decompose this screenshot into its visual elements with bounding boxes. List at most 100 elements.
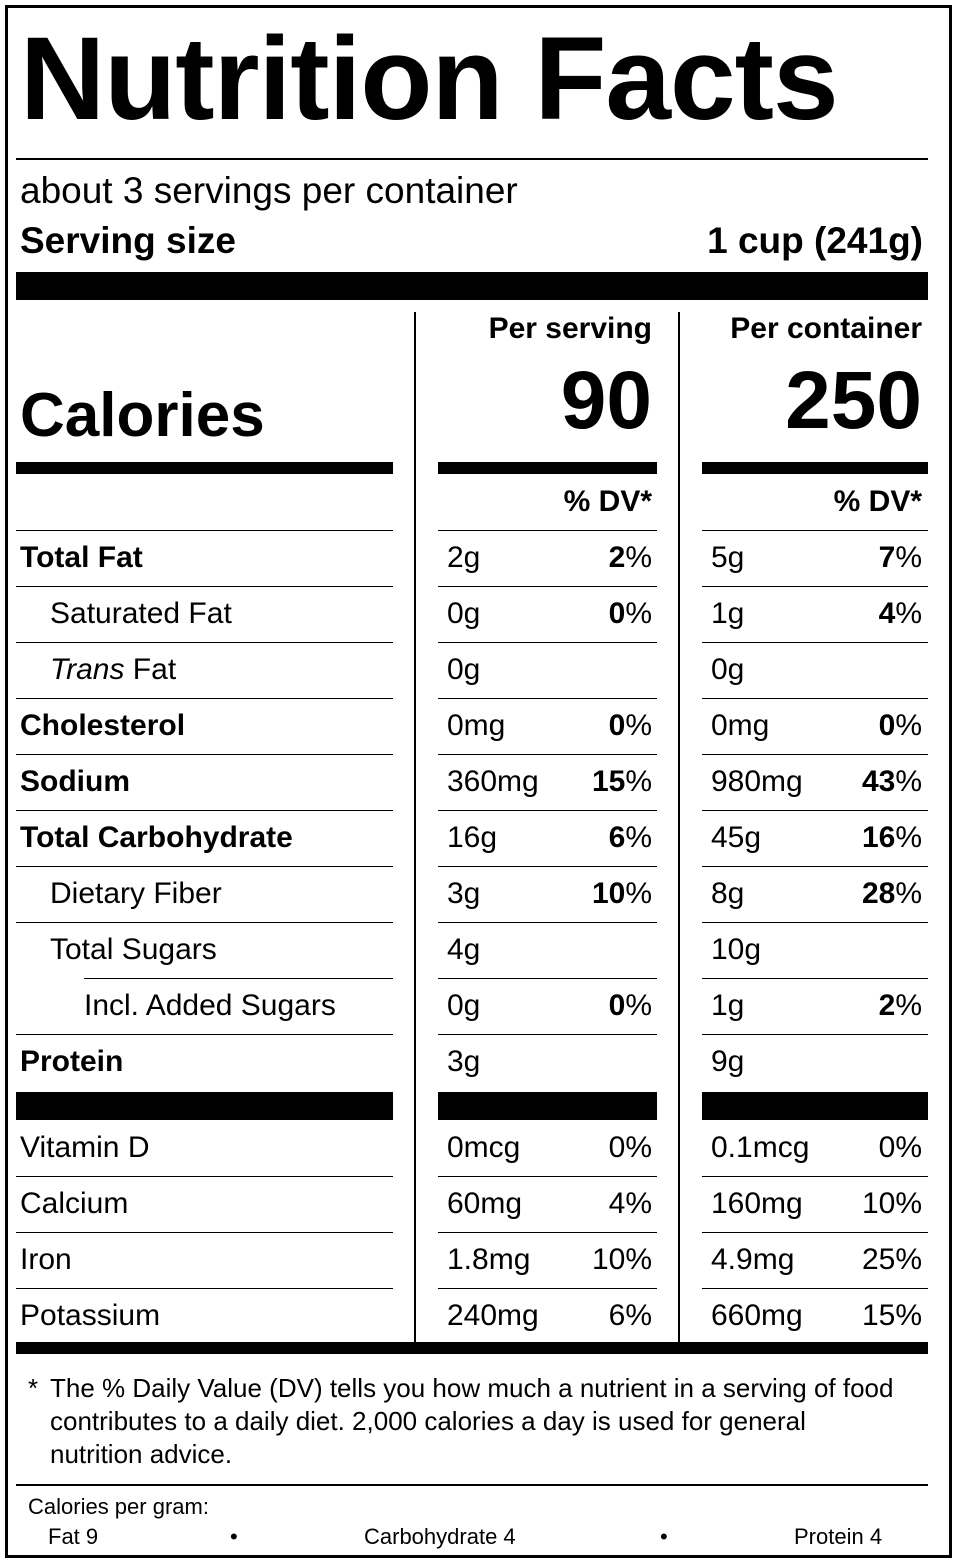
row-line	[16, 866, 393, 867]
serving-amount: 360mg	[447, 765, 539, 798]
container-dv: 15%	[861, 1299, 922, 1332]
container-amount: 9g	[711, 1045, 745, 1078]
nutrient-name: Sodium	[20, 765, 130, 798]
row-line	[702, 922, 928, 923]
container-amount: 45g	[711, 821, 762, 854]
row-line	[702, 530, 928, 531]
container-amount: 160mg	[711, 1187, 803, 1220]
calories-bar	[438, 462, 657, 474]
footnote-star: *	[28, 1373, 39, 1403]
percent-sign: %	[625, 821, 652, 854]
container-dv: 4%	[820, 599, 922, 629]
percent-sign: %	[625, 597, 652, 630]
container-dv-value: 0	[878, 709, 896, 742]
cpg-protein: Protein 4	[794, 1524, 883, 1549]
cpg-fat: Fat 9	[48, 1524, 99, 1549]
row-line	[438, 866, 657, 867]
serving-dv: 0%	[560, 599, 652, 629]
serving-amount: 0mcg	[447, 1131, 521, 1164]
serving-amount: 4g	[447, 933, 481, 966]
nutrient-name: Trans Fat	[50, 655, 176, 685]
row-line	[438, 1176, 657, 1177]
serving-dv: 4%	[608, 1187, 652, 1220]
nutrient-name: Cholesterol	[20, 709, 186, 742]
container-dv-value: 4	[878, 597, 896, 630]
label-title: Nutrition Facts	[20, 13, 839, 145]
row-line	[438, 978, 657, 979]
divider	[16, 158, 928, 160]
container-dv: 28%	[820, 879, 922, 909]
cpg-bullet: •	[230, 1524, 238, 1549]
serving-dv: 10%	[560, 879, 652, 909]
percent-sign: %	[625, 989, 652, 1022]
serving-dv: 2%	[560, 543, 652, 573]
container-dv: 43%	[820, 767, 922, 797]
container-amount: 8g	[711, 877, 745, 910]
serving-dv-value: 0	[608, 597, 626, 630]
serving-size-value: 1 cup (241g)	[707, 220, 923, 261]
vitamin-name: Vitamin D	[20, 1131, 150, 1164]
container-dv-value: 28	[861, 877, 896, 910]
container-amount: 660mg	[711, 1299, 803, 1332]
per-container-header: Per container	[730, 312, 922, 345]
row-line	[438, 754, 657, 755]
container-dv: 2%	[820, 991, 922, 1021]
calories-bar	[702, 462, 928, 474]
nutrient-name: Incl. Added Sugars	[84, 989, 336, 1022]
row-line	[438, 530, 657, 531]
row-line	[16, 754, 393, 755]
nutrient-name-rest: Fat	[124, 653, 177, 686]
vitamin-name: Potassium	[20, 1299, 161, 1332]
row-line	[702, 698, 928, 699]
row-line	[16, 1176, 393, 1177]
row-line	[702, 810, 928, 811]
serving-amount: 3g	[447, 1045, 481, 1078]
row-line	[438, 1034, 657, 1035]
container-amount: 0g	[711, 653, 745, 686]
dv-header-serving: % DV*	[563, 485, 652, 518]
row-line	[16, 586, 393, 587]
row-line	[702, 1232, 928, 1233]
row-line	[84, 978, 393, 979]
column-divider	[414, 312, 416, 1342]
container-dv-value: 7	[878, 541, 896, 574]
row-line	[702, 586, 928, 587]
percent-sign: %	[895, 821, 922, 854]
serving-dv: 10%	[591, 1243, 652, 1276]
row-line	[438, 586, 657, 587]
row-line	[16, 642, 393, 643]
serving-amount: 16g	[447, 821, 498, 854]
container-dv: 25%	[861, 1243, 922, 1276]
container-dv: 0%	[820, 711, 922, 741]
nutrient-name-italic: Trans	[50, 653, 125, 686]
row-line	[438, 698, 657, 699]
serving-amount: 0mg	[447, 709, 506, 742]
container-dv-value: 2	[878, 989, 896, 1022]
row-line	[702, 978, 928, 979]
row-line	[16, 698, 393, 699]
percent-sign: %	[625, 765, 652, 798]
row-line	[16, 1034, 393, 1035]
row-line	[702, 1034, 928, 1035]
serving-size-label: Serving size	[20, 220, 236, 261]
vitamin-name: Calcium	[20, 1187, 129, 1220]
row-line	[702, 1176, 928, 1177]
thick-divider	[16, 272, 928, 300]
serving-amount: 3g	[447, 877, 481, 910]
calories-label: Calories	[20, 381, 265, 450]
row-line	[16, 530, 393, 531]
nutrient-name: Dietary Fiber	[50, 877, 222, 910]
percent-sign: %	[895, 765, 922, 798]
container-amount: 980mg	[711, 765, 803, 798]
nutrient-name: Saturated Fat	[50, 597, 232, 630]
serving-dv-value: 15	[591, 765, 626, 798]
footnote-text: The % Daily Value (DV) tells you how muc…	[50, 1373, 894, 1469]
row-line	[16, 1288, 393, 1289]
divider	[16, 1484, 928, 1486]
cpg-carbohydrate: Carbohydrate 4	[364, 1524, 516, 1549]
cpg-bullet: •	[660, 1524, 668, 1549]
serving-dv: 0%	[560, 711, 652, 741]
container-amount: 1g	[711, 989, 745, 1022]
row-line	[438, 922, 657, 923]
calories-per-container: 250	[785, 355, 922, 446]
